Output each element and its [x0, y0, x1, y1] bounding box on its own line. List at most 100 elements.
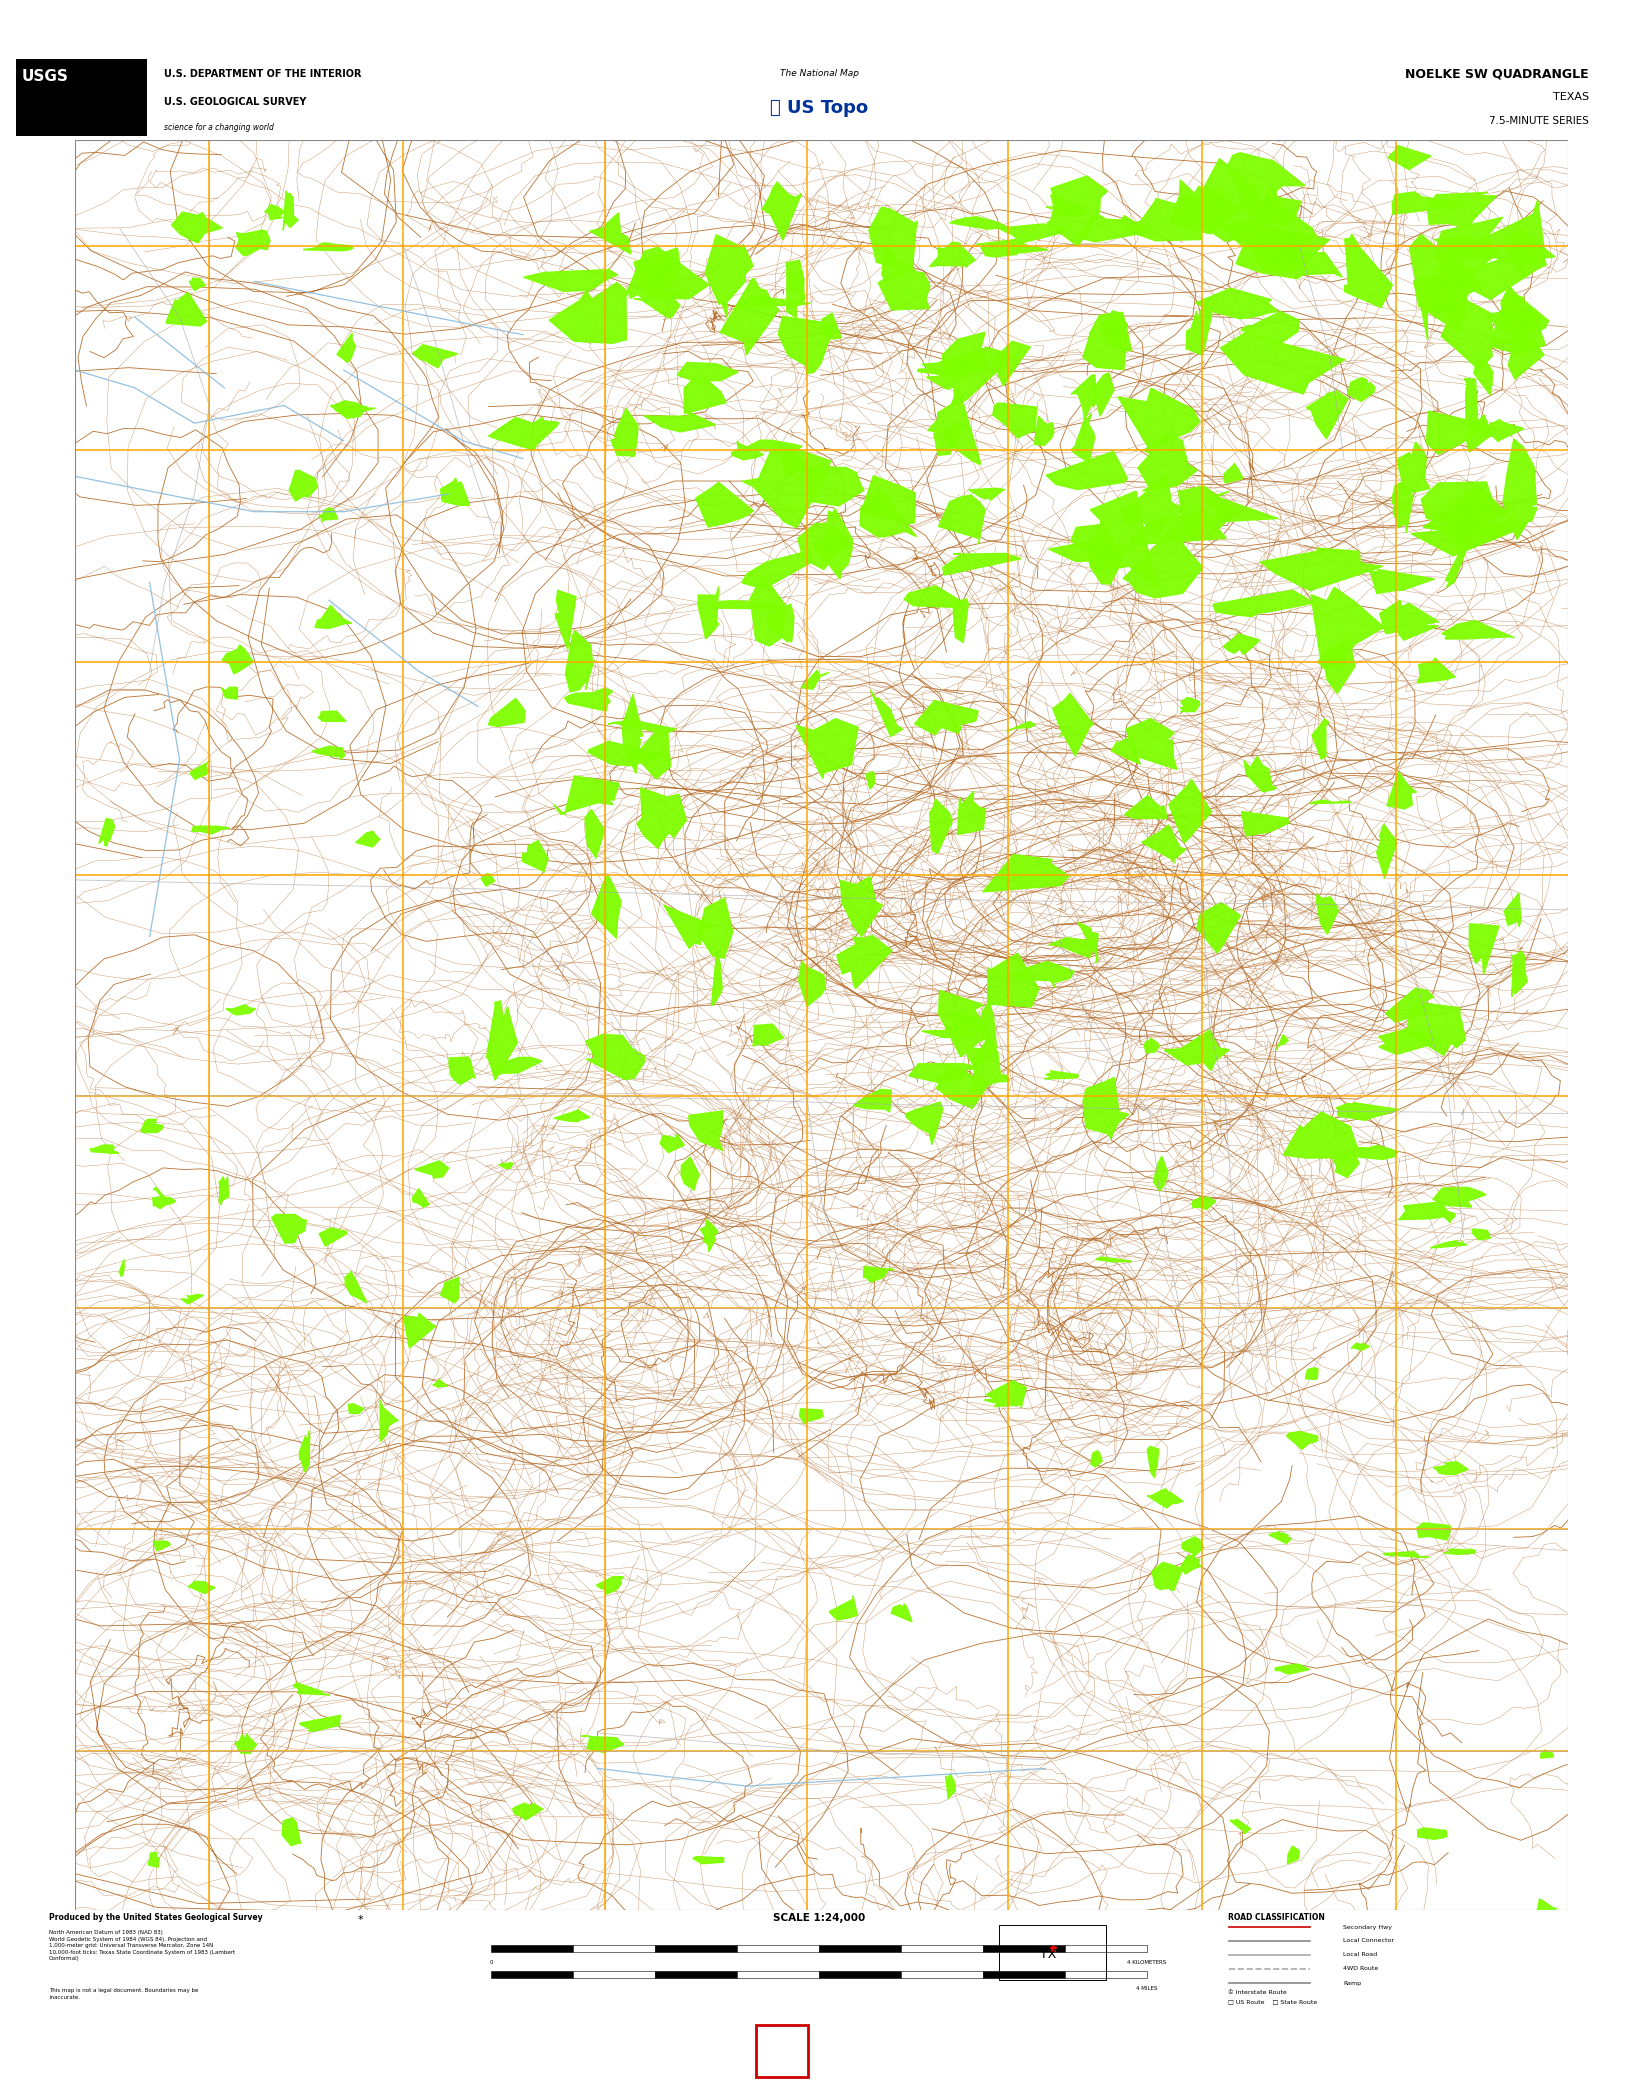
Polygon shape [1427, 192, 1497, 228]
Bar [1571, 2015, 1577, 2084]
Polygon shape [1186, 159, 1263, 240]
Polygon shape [1474, 200, 1545, 265]
Polygon shape [1392, 482, 1414, 532]
Polygon shape [1379, 601, 1438, 641]
Polygon shape [637, 787, 686, 848]
Text: Local Road: Local Road [1343, 1952, 1378, 1959]
Polygon shape [891, 1604, 912, 1622]
Polygon shape [732, 441, 763, 459]
Polygon shape [1369, 570, 1435, 593]
Polygon shape [984, 1380, 1027, 1407]
Polygon shape [1047, 451, 1127, 489]
Bar [655, 1971, 737, 1977]
Polygon shape [1348, 378, 1374, 401]
Polygon shape [1192, 1196, 1215, 1209]
Polygon shape [319, 1228, 347, 1247]
Polygon shape [1165, 1029, 1230, 1071]
Polygon shape [154, 1541, 170, 1551]
Polygon shape [770, 443, 814, 476]
Polygon shape [762, 182, 801, 240]
Polygon shape [608, 720, 676, 733]
Polygon shape [1145, 1038, 1160, 1052]
Polygon shape [513, 1804, 542, 1821]
Polygon shape [1224, 464, 1243, 482]
Polygon shape [742, 551, 812, 589]
Polygon shape [1086, 522, 1120, 585]
Polygon shape [1445, 1549, 1476, 1553]
Polygon shape [413, 1188, 429, 1207]
Text: *: * [357, 1915, 364, 1925]
Polygon shape [860, 489, 917, 537]
Polygon shape [1345, 1146, 1399, 1159]
Polygon shape [812, 539, 850, 555]
Polygon shape [904, 587, 965, 608]
Polygon shape [1432, 236, 1495, 290]
Polygon shape [881, 248, 906, 282]
Polygon shape [1283, 1113, 1358, 1165]
Polygon shape [1197, 902, 1240, 952]
Polygon shape [223, 645, 254, 674]
Polygon shape [750, 574, 786, 645]
Polygon shape [449, 1057, 475, 1084]
Polygon shape [1091, 1451, 1102, 1468]
Polygon shape [1219, 221, 1330, 274]
Bar [16, 58, 147, 136]
Polygon shape [565, 689, 613, 712]
Polygon shape [1310, 587, 1384, 668]
Polygon shape [878, 265, 930, 309]
Polygon shape [272, 1215, 306, 1242]
Polygon shape [1260, 549, 1382, 591]
Polygon shape [221, 687, 238, 699]
Bar [819, 1971, 901, 1977]
Polygon shape [976, 240, 1048, 257]
Polygon shape [799, 960, 826, 1006]
Polygon shape [611, 409, 637, 455]
Polygon shape [909, 1063, 983, 1084]
Polygon shape [1120, 474, 1186, 539]
Polygon shape [1379, 1029, 1443, 1054]
Text: 4WD Route: 4WD Route [1343, 1967, 1379, 1971]
Polygon shape [685, 378, 726, 413]
Polygon shape [337, 334, 355, 363]
Polygon shape [318, 712, 346, 722]
Bar [1561, 2015, 1564, 2084]
Polygon shape [380, 1401, 398, 1441]
Bar [901, 1946, 983, 1952]
Bar [1065, 1971, 1147, 1977]
Polygon shape [1386, 988, 1433, 1021]
Text: NOELKE SW QUADRANGLE: NOELKE SW QUADRANGLE [1405, 67, 1589, 79]
Text: Secondary Hwy: Secondary Hwy [1343, 1925, 1392, 1929]
Text: U.S. DEPARTMENT OF THE INTERIOR: U.S. DEPARTMENT OF THE INTERIOR [164, 69, 362, 79]
Bar [1620, 2015, 1630, 2084]
Bar [1556, 2015, 1566, 2084]
Polygon shape [796, 718, 858, 779]
Polygon shape [1399, 1203, 1448, 1219]
Polygon shape [983, 854, 1070, 892]
Polygon shape [1147, 1447, 1158, 1478]
Polygon shape [486, 1000, 518, 1079]
Polygon shape [1305, 390, 1348, 438]
Polygon shape [1007, 720, 1035, 731]
Polygon shape [1414, 259, 1473, 332]
Polygon shape [1147, 1489, 1183, 1508]
Polygon shape [927, 388, 981, 464]
Polygon shape [696, 482, 753, 526]
Polygon shape [1078, 923, 1097, 963]
Polygon shape [1173, 194, 1202, 226]
Polygon shape [1124, 522, 1202, 597]
Polygon shape [1417, 1827, 1446, 1840]
Polygon shape [1305, 1368, 1319, 1380]
Polygon shape [860, 476, 916, 524]
Polygon shape [1284, 253, 1343, 278]
Bar [1615, 2015, 1625, 2084]
Text: ROAD CLASSIFICATION: ROAD CLASSIFICATION [1228, 1913, 1325, 1921]
Polygon shape [636, 731, 670, 779]
Polygon shape [822, 313, 842, 340]
Polygon shape [1351, 1343, 1369, 1351]
Polygon shape [950, 217, 1007, 230]
Polygon shape [1438, 217, 1502, 259]
Text: TEXAS: TEXAS [1553, 92, 1589, 102]
Polygon shape [1376, 825, 1397, 879]
Polygon shape [622, 693, 642, 773]
Polygon shape [1276, 1036, 1289, 1050]
